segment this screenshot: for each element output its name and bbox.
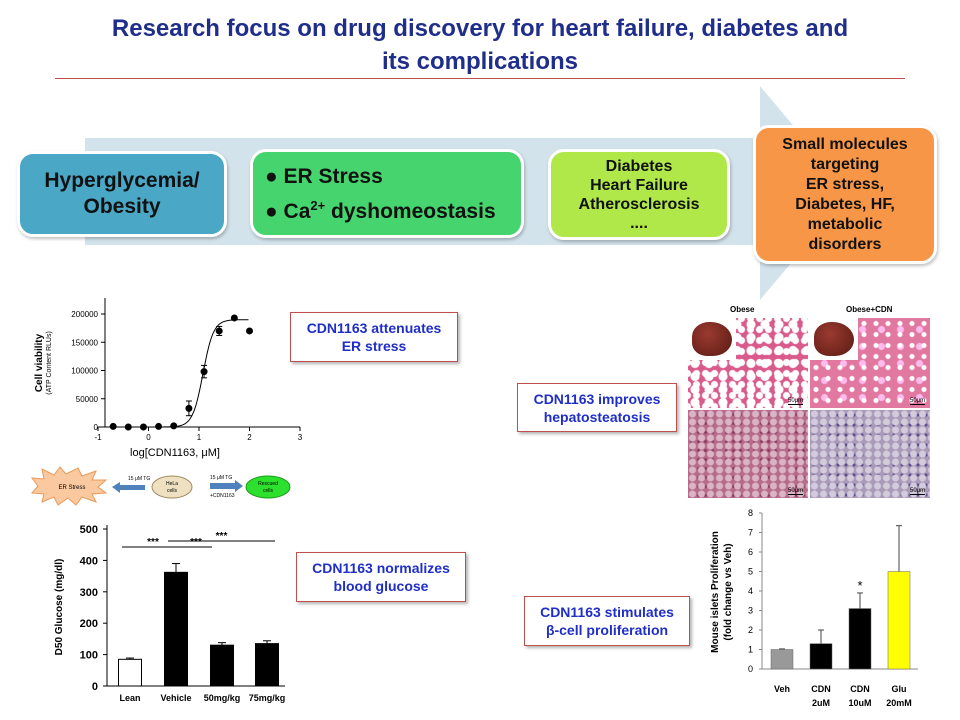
x-tick-label: 1	[197, 433, 202, 442]
y-tick-label: 50000	[76, 395, 99, 404]
data-point	[124, 423, 132, 431]
callout-er-stress: CDN1163 attenuates ER stress	[290, 312, 458, 362]
significance-label: ***	[147, 537, 159, 548]
data-point	[139, 423, 147, 431]
liver-photo-obese-cdn	[810, 318, 858, 360]
data-point	[246, 327, 253, 335]
significance-label: ***	[190, 537, 202, 548]
bar-Lean	[118, 658, 142, 687]
data-point	[109, 422, 117, 430]
er-stress-schematic: ER Stress 15 μM TG HeLa cells 15 μM TG +…	[30, 466, 291, 506]
bar	[848, 608, 872, 670]
data-point	[200, 368, 208, 376]
y-tick-label: 200	[80, 618, 98, 630]
x-tick-label: 75mg/kg	[249, 693, 286, 703]
svg-text:15 μM TG: 15 μM TG	[210, 475, 232, 481]
bar	[809, 643, 833, 670]
y-axis-label: Cell viability	[34, 333, 45, 392]
data-point	[215, 327, 223, 335]
data-point	[230, 314, 238, 322]
y-tick-label: 300	[80, 587, 98, 599]
callout-hepatosteatosis: CDN1163 improves hepatosteatosis	[517, 383, 677, 432]
y-tick-label: 100000	[71, 367, 98, 376]
y-tick-label: 6	[748, 547, 753, 557]
x-tick-label: 10uM	[848, 698, 871, 708]
callout-beta-cell: CDN1163 stimulates β-cell proliferation	[524, 596, 690, 646]
y-tick-label: 2	[748, 625, 753, 635]
x-tick-label: 50mg/kg	[204, 693, 241, 703]
y-tick-label: 5	[748, 567, 753, 577]
y-axis-label: D50 Glucose (mg/dl)	[54, 559, 65, 656]
hela-label: HeLa	[166, 481, 178, 487]
liver-photo-obese	[688, 318, 736, 360]
x-tick-label: 20mM	[886, 698, 912, 708]
svg-text:cells: cells	[167, 488, 178, 494]
tg-label: 15 μM TG	[128, 476, 150, 482]
bar	[770, 649, 794, 670]
y-tick-label: 7	[748, 528, 753, 538]
svg-text:cells: cells	[263, 488, 274, 494]
title-divider	[55, 78, 905, 79]
significance-label: ***	[216, 531, 228, 542]
bullet-er-stress: ● ER Stress	[265, 164, 383, 188]
y-axis-label: Mouse islets Proliferation	[710, 531, 721, 653]
y-tick-label: 1	[748, 645, 753, 655]
significance-label: *	[857, 578, 862, 593]
y-tick-label: 200000	[71, 310, 98, 319]
x-tick-label: CDN	[850, 684, 870, 694]
y-tick-label: 400	[80, 555, 98, 567]
er-stress-burst-icon	[30, 466, 108, 506]
er-stress-label: ER Stress	[58, 485, 85, 491]
x-tick-label: 2	[247, 433, 252, 442]
data-point	[185, 404, 193, 412]
y-axis-sublabel: (fold change vs Veh)	[723, 543, 734, 640]
x-axis-label: log[CDN1163, μM]	[130, 447, 220, 459]
data-point	[170, 422, 178, 430]
left-arrow-icon	[112, 482, 145, 493]
flow-box-er-stress: ● ER Stress ● Ca2+ dyshomeostasis	[250, 149, 524, 238]
bullet-ca-dyshomeostasis: ● Ca2+ dyshomeostasis	[265, 197, 496, 223]
liver-histology-image: 50μm 50μm 50μm 50μm	[688, 318, 930, 498]
svg-text:+CDN1163: +CDN1163	[210, 493, 235, 499]
x-tick-label: CDN	[811, 684, 831, 694]
y-tick-label: 8	[748, 508, 753, 518]
slide-title: Research focus on drug discovery for hea…	[111, 15, 849, 75]
bar-50mg/kg	[210, 644, 234, 687]
y-axis-sublabel: (ATP Content RLUs)	[46, 331, 53, 395]
y-tick-label: 150000	[71, 338, 98, 347]
flow-box-small-molecules: Small molecules targeting ER stress, Diabet…	[753, 125, 937, 264]
x-tick-label: 0	[146, 433, 151, 442]
obese-cdn-label: Obese+CDN	[846, 305, 893, 314]
data-point	[155, 422, 163, 430]
flow-box-hyperglycemia: Hyperglycemia/Obesity	[17, 151, 227, 237]
obese-label: Obese	[730, 305, 755, 314]
y-tick-label: 500	[80, 524, 98, 536]
y-tick-label: 0	[94, 423, 99, 432]
x-tick-label: 3	[298, 433, 303, 442]
y-tick-label: 3	[748, 606, 753, 616]
y-tick-label: 0	[92, 681, 98, 693]
right-arrow-icon	[210, 480, 243, 492]
glucose-bar-chart: 0 100 200 300 400 500 D50 Glucose (mg/dl) Lean V…	[54, 524, 286, 703]
x-tick-label: Veh	[774, 684, 790, 694]
rescued-label: Rescued	[258, 481, 278, 487]
y-tick-label: 4	[748, 586, 753, 596]
callout-blood-glucose: CDN1163 normalizes blood glucose	[296, 552, 466, 602]
bar-Vehicle	[164, 571, 188, 687]
x-tick-label: 2uM	[812, 698, 830, 708]
x-tick-label: Lean	[119, 693, 140, 703]
bar	[887, 571, 911, 670]
y-tick-label: 0	[748, 664, 753, 674]
x-tick-label: Glu	[892, 684, 907, 694]
x-tick-label: -1	[94, 433, 102, 442]
flow-box-diseases: Diabetes Heart Failure Atherosclerosis....	[548, 149, 730, 240]
y-tick-label: 100	[80, 650, 98, 662]
proliferation-bar-chart: 0 1 2 3 4 5 6 7 8 Mouse islets Proliferation (fold…	[710, 508, 918, 708]
bar-75mg/kg	[255, 643, 279, 687]
x-tick-label: Vehicle	[160, 693, 191, 703]
